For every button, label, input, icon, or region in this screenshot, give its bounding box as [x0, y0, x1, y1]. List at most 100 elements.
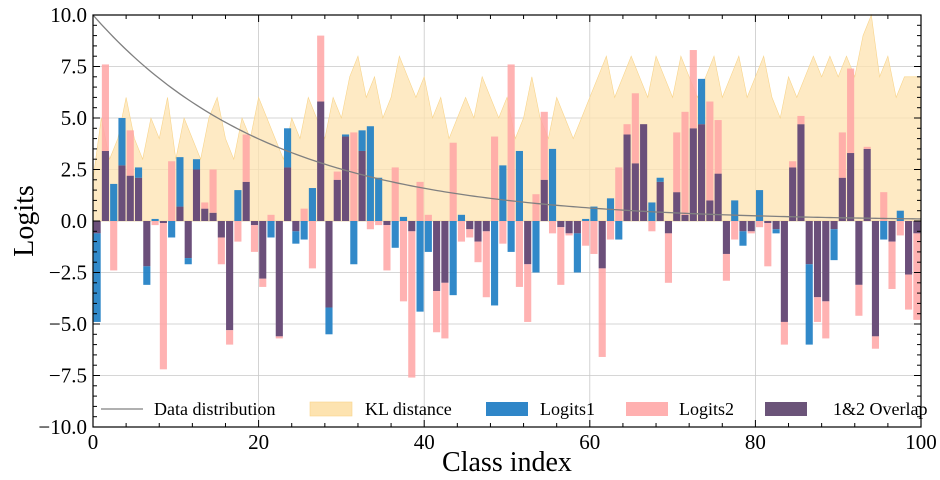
- bar-logits1: [151, 218, 159, 221]
- legend-label: Logits2: [679, 399, 734, 419]
- bar-overlap: [292, 221, 300, 232]
- x-tick-label: 80: [745, 430, 766, 454]
- bar-logits2: [780, 321, 788, 345]
- bar-logits2: [913, 233, 921, 320]
- bar-logits2: [226, 330, 234, 345]
- bar-logits2: [623, 124, 631, 135]
- legend-label: Data distribution: [154, 399, 275, 419]
- bar-logits1: [656, 177, 664, 182]
- axis-ticks: [92, 14, 922, 428]
- bar-overlap: [176, 206, 184, 221]
- bar-overlap: [789, 167, 797, 221]
- bar-logits2: [242, 134, 250, 182]
- bar-logits2: [838, 132, 846, 178]
- bar-overlap: [226, 221, 234, 331]
- bar-overlap: [871, 221, 880, 337]
- bar-logits1: [325, 307, 333, 335]
- bar-logits1: [308, 188, 316, 221]
- bar-overlap: [209, 212, 217, 221]
- y-tick-label: 10.0: [50, 3, 87, 27]
- bar-logits2: [151, 221, 159, 226]
- bar-overlap: [333, 179, 341, 221]
- bar-overlap: [598, 221, 606, 269]
- bar-overlap: [325, 221, 333, 308]
- bar-logits2: [474, 241, 482, 263]
- legend-swatch: [765, 402, 807, 416]
- bar-overlap: [706, 200, 714, 221]
- bar-logits1: [507, 221, 515, 252]
- bar-logits1: [491, 221, 499, 306]
- bar-logits1: [805, 264, 813, 345]
- bar-logits1: [424, 221, 432, 252]
- bar-logits1: [391, 221, 399, 248]
- legend-swatch: [309, 401, 353, 417]
- bar-overlap: [573, 221, 581, 234]
- bar-logits2: [606, 221, 615, 240]
- bar-logits1: [755, 190, 764, 221]
- bar-logits2: [871, 336, 880, 349]
- bar-logits2: [391, 167, 399, 221]
- x-tick-label: 20: [248, 430, 269, 454]
- bar-logits2: [275, 336, 283, 339]
- y-tick-label: 0.0: [61, 209, 87, 233]
- bar-logits2: [888, 241, 896, 289]
- bar-logits2: [615, 167, 623, 221]
- bar-logits1: [590, 206, 598, 221]
- bars: [93, 35, 921, 378]
- bar-overlap: [640, 124, 648, 221]
- legend-swatch: [486, 402, 528, 416]
- bar-logits2: [540, 111, 548, 180]
- bar-logits1: [292, 231, 300, 244]
- bar-logits1: [499, 165, 507, 221]
- legend: Data distribution KL distance Logits1 Logit…: [101, 399, 927, 419]
- bar-overlap: [698, 124, 706, 221]
- bar-logits1: [358, 130, 366, 151]
- bar-logits2: [755, 221, 764, 228]
- bar-overlap: [913, 221, 921, 234]
- bar-overlap: [838, 177, 846, 221]
- bar-logits1: [110, 183, 118, 221]
- bar-logits1: [93, 233, 101, 322]
- bar-logits1: [234, 190, 242, 221]
- bar-logits2: [880, 192, 888, 221]
- bar-logits2: [673, 132, 681, 193]
- bar-overlap: [524, 221, 532, 265]
- legend-label: KL distance: [365, 399, 452, 419]
- bar-logits1: [143, 266, 151, 285]
- bar-overlap: [358, 150, 366, 221]
- bar-overlap: [159, 221, 167, 224]
- bar-overlap: [408, 221, 416, 232]
- bar-logits1: [532, 221, 540, 273]
- bar-logits1: [880, 221, 888, 240]
- bar-logits2: [441, 282, 449, 339]
- bar-overlap: [764, 221, 772, 224]
- bar-logits2: [482, 231, 490, 298]
- bar-logits2: [408, 231, 416, 378]
- bar-overlap: [540, 179, 548, 221]
- x-tick-label: 100: [905, 430, 937, 454]
- bar-logits1: [772, 229, 780, 234]
- bar-logits1: [176, 157, 184, 207]
- bar-logits1: [375, 177, 383, 221]
- bar-logits1: [267, 221, 275, 238]
- bar-overlap: [631, 163, 639, 221]
- bar-logits1: [118, 118, 126, 166]
- bar-overlap: [93, 221, 101, 234]
- bar-overlap: [275, 221, 283, 337]
- bar-logits2: [267, 214, 275, 221]
- bar-logits2: [722, 253, 730, 281]
- bar-overlap: [830, 221, 838, 230]
- bar-logits1: [284, 128, 292, 168]
- bar-overlap: [441, 221, 449, 283]
- bar-overlap: [557, 221, 565, 228]
- bar-overlap: [284, 167, 292, 221]
- bar-logits2: [499, 221, 507, 244]
- bar-overlap: [184, 221, 192, 259]
- bar-overlap: [689, 128, 697, 221]
- bar-overlap: [847, 153, 855, 221]
- bar-logits2: [317, 35, 325, 102]
- y-tick-label: −10.0: [38, 415, 87, 439]
- bar-logits1: [548, 148, 557, 221]
- bar-overlap: [433, 221, 441, 292]
